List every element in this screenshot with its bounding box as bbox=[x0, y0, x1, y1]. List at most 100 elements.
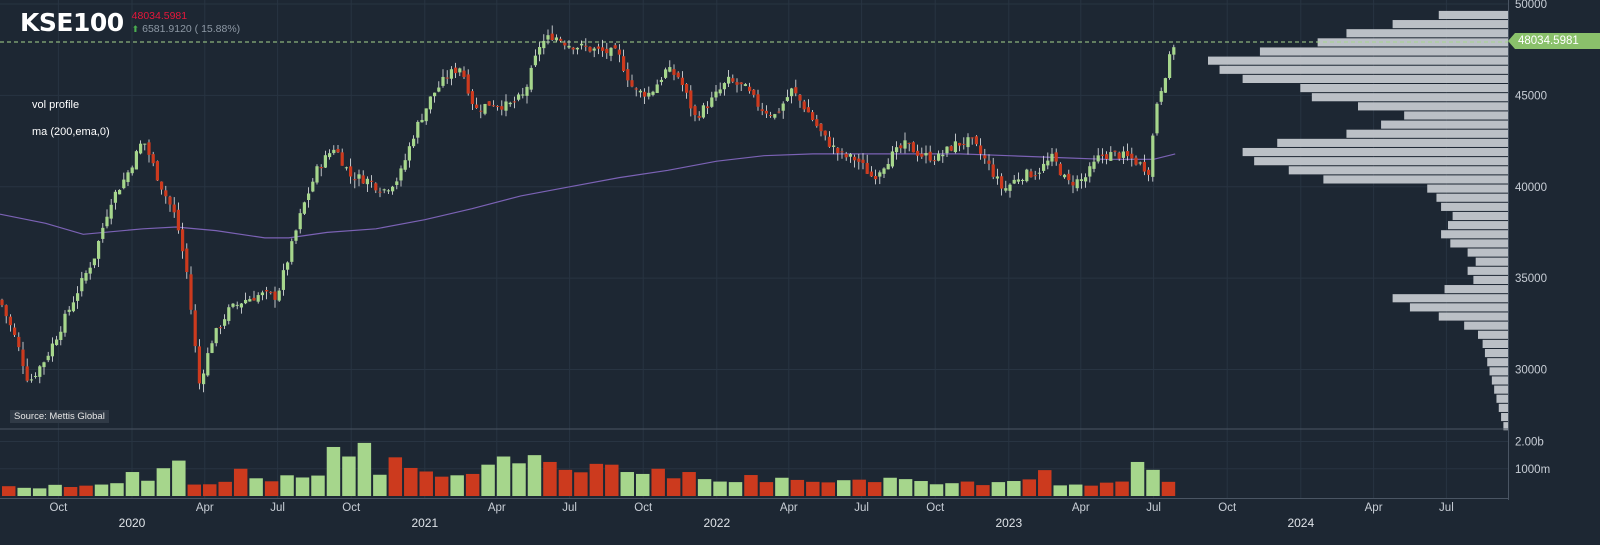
candle-body bbox=[365, 178, 369, 185]
x-tick-label: 2023 bbox=[995, 516, 1022, 530]
candle-body bbox=[672, 69, 676, 75]
candle-body bbox=[328, 153, 332, 158]
candle-body bbox=[176, 209, 180, 231]
candle-body bbox=[298, 213, 302, 230]
candle-body bbox=[844, 153, 848, 158]
candle-body bbox=[521, 94, 525, 96]
candle-body bbox=[458, 68, 462, 73]
candle-body bbox=[735, 82, 739, 85]
volume-bar bbox=[1161, 481, 1176, 496]
volume-bar bbox=[357, 442, 372, 496]
candle-body bbox=[1067, 173, 1071, 181]
volume-bar bbox=[960, 481, 975, 496]
candle-body bbox=[1000, 176, 1004, 189]
x-tick-label: Oct bbox=[49, 502, 68, 514]
source-label: Source: Mettis Global bbox=[10, 410, 109, 423]
volume-profile bbox=[1208, 10, 1508, 431]
candle-body bbox=[567, 45, 571, 48]
candle-body bbox=[924, 153, 928, 156]
candle-body bbox=[798, 94, 802, 101]
candle-body bbox=[231, 303, 235, 307]
candle-body bbox=[143, 143, 147, 145]
profile-bar bbox=[1392, 20, 1508, 29]
x-tick-label: Oct bbox=[926, 502, 945, 514]
last-price-tag-value: 48034.5981 bbox=[1515, 33, 1600, 49]
volume-bar bbox=[187, 484, 202, 496]
candle-body bbox=[1016, 179, 1020, 182]
candle-body bbox=[218, 327, 222, 329]
candle-body bbox=[479, 110, 483, 112]
profile-bar bbox=[1494, 385, 1508, 394]
last-price: 48034.5981 bbox=[131, 10, 188, 22]
candle-body bbox=[1021, 179, 1025, 181]
volume-bar bbox=[434, 476, 449, 496]
candle-body bbox=[311, 181, 315, 192]
candle-body bbox=[580, 43, 584, 46]
grid-lines bbox=[0, 0, 1508, 498]
candle-body bbox=[815, 119, 819, 127]
x-tick-label: Jul bbox=[854, 502, 869, 514]
volume-bar bbox=[342, 456, 356, 496]
candle-body bbox=[643, 91, 647, 97]
profile-bar bbox=[1300, 84, 1508, 93]
candle-body bbox=[983, 155, 987, 159]
y-tick-label: 30000 bbox=[1515, 365, 1547, 377]
candle-body bbox=[1105, 154, 1109, 160]
candle-body bbox=[1126, 151, 1130, 157]
y-tick-label: 40000 bbox=[1515, 182, 1547, 194]
candle-body bbox=[907, 142, 911, 144]
price-candles bbox=[0, 25, 1176, 393]
volume-bar bbox=[589, 463, 604, 496]
profile-bar bbox=[1464, 321, 1508, 330]
candle-body bbox=[752, 89, 756, 95]
candle-body bbox=[21, 349, 25, 367]
x-tick-label: 2024 bbox=[1287, 516, 1314, 530]
candle-body bbox=[17, 336, 21, 348]
candle-body bbox=[756, 94, 760, 107]
candle-body bbox=[987, 160, 991, 164]
candle-body bbox=[1168, 54, 1172, 79]
volume-bar bbox=[806, 481, 820, 496]
indicator-ma[interactable]: ma (200,ema,0) bbox=[32, 126, 110, 138]
candle-body bbox=[727, 76, 731, 84]
volume-bar bbox=[543, 461, 557, 496]
profile-bar bbox=[1219, 65, 1508, 74]
candle-body bbox=[626, 69, 630, 81]
candle-body bbox=[664, 69, 668, 78]
x-tick-label: Oct bbox=[634, 502, 653, 514]
candle-body bbox=[403, 160, 407, 170]
candle-body bbox=[239, 303, 243, 308]
x-tick-label: Oct bbox=[342, 502, 361, 514]
candle-body bbox=[794, 87, 798, 94]
volume-bar bbox=[141, 480, 155, 496]
candle-body bbox=[46, 355, 50, 361]
candle-body bbox=[433, 92, 437, 97]
candle-body bbox=[836, 147, 840, 154]
candle-body bbox=[353, 179, 357, 181]
candle-body bbox=[13, 327, 17, 336]
profile-bar bbox=[1409, 303, 1508, 312]
volume-bar bbox=[373, 474, 387, 496]
y-tick-label: 45000 bbox=[1515, 90, 1547, 102]
profile-bar bbox=[1441, 202, 1508, 211]
candle-body bbox=[445, 77, 449, 79]
volume-bar bbox=[48, 484, 62, 496]
profile-bar bbox=[1478, 330, 1508, 339]
candle-body bbox=[512, 101, 516, 103]
volume-bar bbox=[1099, 482, 1114, 496]
candle-body bbox=[399, 168, 403, 181]
x-tick-label: Apr bbox=[488, 502, 506, 514]
profile-bar bbox=[1436, 193, 1508, 202]
candle-body bbox=[710, 97, 714, 107]
candle-body bbox=[1109, 152, 1113, 161]
candle-body bbox=[374, 183, 378, 191]
volume-bar bbox=[512, 463, 526, 496]
candle-body bbox=[865, 162, 869, 174]
indicator-vol-profile[interactable]: vol profile bbox=[32, 99, 80, 111]
candle-body bbox=[8, 316, 12, 326]
candle-body bbox=[1008, 184, 1012, 191]
volume-bar bbox=[713, 481, 727, 496]
volume-bar bbox=[1084, 485, 1098, 496]
candle-body bbox=[1100, 154, 1104, 156]
candle-body bbox=[248, 299, 252, 302]
